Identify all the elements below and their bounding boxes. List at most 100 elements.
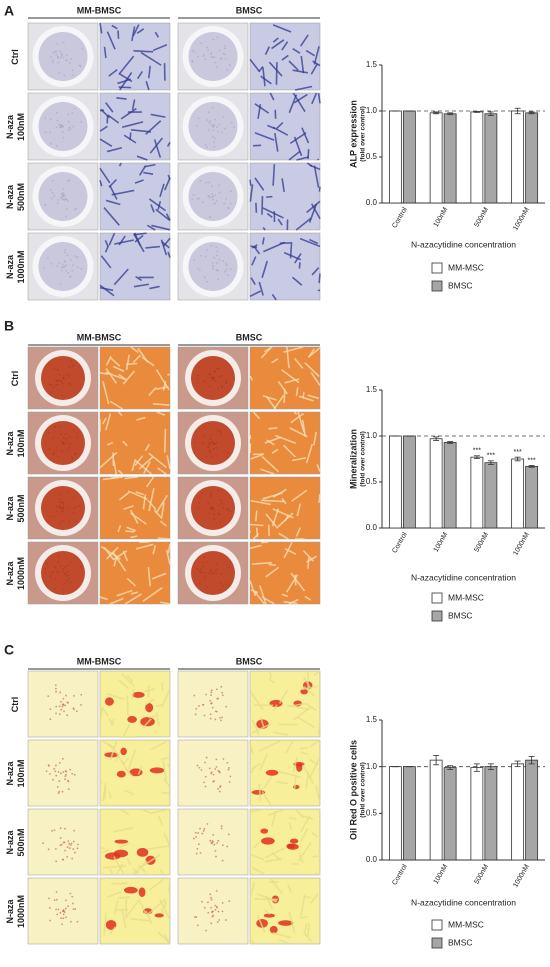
fiber [101,786,107,802]
cell-dot [55,446,58,449]
fiber [264,857,282,863]
cell-dot [210,689,213,692]
cell-dot [63,259,66,262]
fiber [282,444,296,458]
row-label: N-aza1000nM [5,895,26,928]
cell-dot [55,511,58,513]
bar [484,462,498,529]
cell-dot [201,442,204,444]
cell-dot [55,764,57,767]
fiber [304,362,320,378]
fiber [135,543,154,550]
fiber [288,817,296,820]
cell-dot [81,47,84,50]
cell-dot [213,843,216,846]
fiber [105,199,121,206]
cell-dot [210,922,213,925]
fiber [154,31,160,38]
cell-dot [226,68,228,71]
cell-dot [227,833,230,836]
cell-dot [52,778,54,781]
row-label-line: N-aza [5,114,15,139]
cell-dot [196,267,199,270]
cell-dot [191,60,194,62]
fiber [167,174,171,180]
cell-dot [195,916,198,919]
fiber [119,73,133,83]
cell-dot [59,282,62,285]
fiber [259,585,267,605]
cell-dot [66,373,69,375]
fiber [116,97,127,100]
legend-label: MM-MSC [448,262,484,272]
fiber [109,868,114,876]
fiber [307,394,319,400]
cell-dot [200,42,203,45]
cell-dot [213,145,216,148]
cell-dot [58,379,61,382]
cell-dot [229,775,232,778]
cell-dot [50,197,53,200]
cell-dot [71,895,74,898]
fiber [254,131,275,141]
fiber [293,93,308,104]
fiber [155,704,164,708]
cell-dot [222,115,225,118]
cell-dot [54,770,57,773]
cell-dot [220,827,223,830]
cell-dot [52,571,54,573]
fiber [274,434,297,445]
cell-dot [215,890,218,892]
cell-dot [58,790,61,793]
cell-dot [220,385,223,388]
stain-blob [149,767,165,774]
panel-letter: B [4,318,14,334]
fiber [318,849,321,856]
cell-dot [211,185,213,187]
cell-dot [208,216,211,219]
fiber [147,499,157,511]
cell-dot [73,773,76,776]
bar [470,456,484,529]
cell-dot [201,570,204,573]
stain-blob [260,828,269,834]
cell-dot [205,255,207,258]
cell-dot [69,127,72,130]
y-tick-label: 1.0 [366,106,378,115]
cell-dot [66,571,69,573]
cell-dot [207,502,210,505]
fiber [167,373,171,376]
cell-dot [69,768,72,771]
fiber [281,41,289,51]
cell-dot [58,373,61,376]
cell-dot [56,202,59,205]
fiber [249,765,257,775]
cell-dot [60,917,62,920]
cell-dot [216,429,219,432]
cell-dot [62,130,64,133]
cell-dot [67,840,70,843]
x-tick-label: 1000nM [512,531,531,557]
cell-dot [67,574,70,577]
micrograph [249,22,321,91]
cell-dot [60,56,63,58]
cell-dot [211,267,214,270]
cell-dot [203,425,205,428]
fiber [148,452,167,469]
cell-dot [49,118,52,121]
cell-dot [217,839,220,842]
fiber [166,141,171,147]
fiber [122,550,129,562]
fiber [147,567,151,587]
cell-dot [201,561,204,564]
fiber [105,368,117,384]
cell-dot [67,780,70,783]
y-axis-sublabel: (fold over control) [360,106,367,162]
cell-dot [45,770,48,773]
cell-dot [215,765,218,768]
stain-blob [104,852,121,860]
cell-dot [217,910,220,913]
cell-dot [209,373,211,376]
cell-dot [209,717,212,720]
fiber [127,749,137,770]
